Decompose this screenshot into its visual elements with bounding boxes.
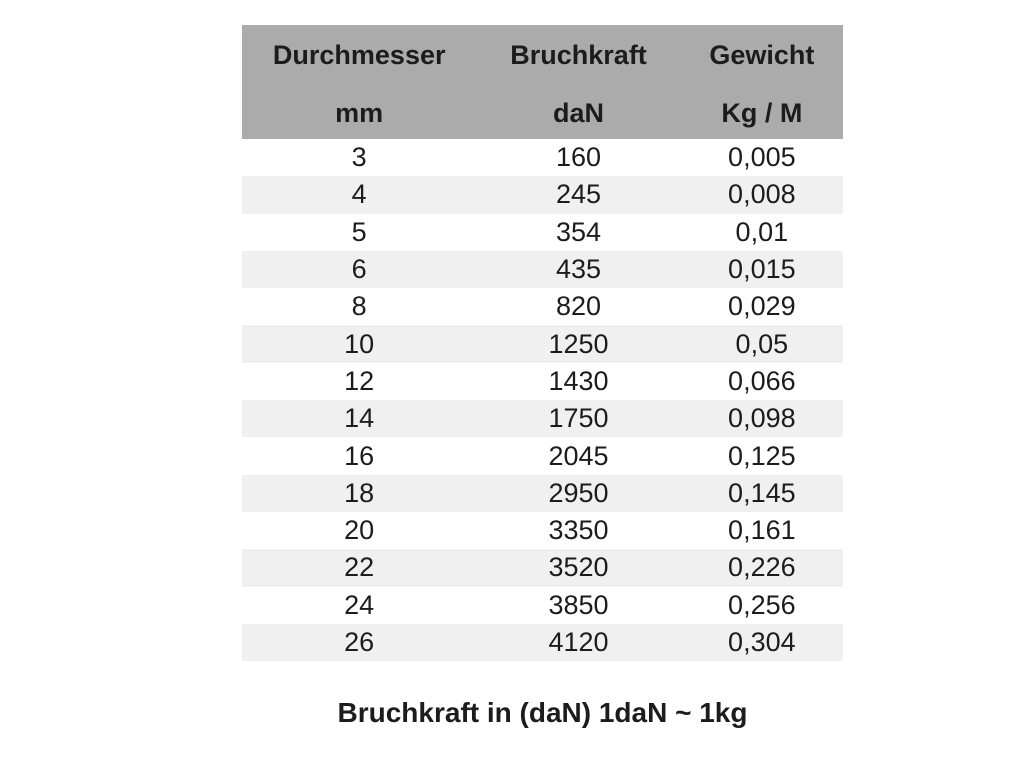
cell-durchmesser: 8 — [351, 291, 367, 322]
table-caption: Bruchkraft in (daN) 1daN ~ 1kg — [337, 697, 748, 728]
rope-spec-table: Durchmesser mm Bruchkraft daN Gewicht Kg… — [242, 25, 843, 662]
cell-bruchkraft: 3520 — [548, 552, 609, 583]
table-row: 16 2045 0,125 — [242, 437, 843, 474]
cell-durchmesser: 20 — [344, 515, 375, 546]
table-row: 5 354 0,01 — [242, 214, 843, 251]
cell-bruchkraft: 820 — [556, 291, 602, 322]
header-gewicht-label: Gewicht — [709, 40, 815, 70]
table-row: 14 1750 0,098 — [242, 400, 843, 438]
cell-durchmesser: 3 — [351, 142, 367, 173]
table-body: 3 160 0,005 4 245 0,008 5 354 0,01 6 435 0,015 8 820 0… — [242, 139, 843, 662]
cell-gewicht: 0,05 — [735, 328, 789, 359]
cell-durchmesser: 10 — [344, 328, 375, 359]
header-durchmesser-label: Durchmesser — [272, 40, 446, 70]
table-row: 6 435 0,015 — [242, 250, 843, 289]
table-row: 4 245 0,008 — [242, 176, 843, 214]
cell-durchmesser: 22 — [344, 552, 375, 583]
cell-gewicht: 0,015 — [728, 254, 796, 285]
table-row: 22 3520 0,226 — [242, 549, 843, 587]
cell-bruchkraft: 245 — [556, 179, 602, 210]
cell-durchmesser: 6 — [351, 254, 367, 285]
table-header: Durchmesser mm Bruchkraft daN Gewicht Kg… — [242, 25, 843, 139]
header-gewicht-unit: Kg / M — [721, 98, 803, 128]
header-gewicht: Gewicht Kg / M — [681, 40, 843, 128]
cell-bruchkraft: 3850 — [548, 589, 609, 620]
cell-durchmesser: 12 — [344, 365, 375, 396]
cell-gewicht: 0,304 — [728, 627, 796, 657]
cell-durchmesser: 26 — [344, 627, 375, 657]
cell-gewicht: 0,226 — [728, 552, 796, 583]
header-durchmesser: Durchmesser mm — [242, 40, 476, 128]
table-row: 3 160 0,005 — [242, 139, 843, 176]
table-row: 24 3850 0,256 — [242, 587, 843, 624]
cell-bruchkraft: 4120 — [548, 627, 609, 657]
header-bruchkraft: Bruchkraft daN — [476, 40, 680, 128]
cell-bruchkraft: 435 — [556, 254, 602, 285]
cell-durchmesser: 24 — [344, 589, 375, 620]
table-row: 10 1250 0,05 — [242, 325, 843, 363]
cell-bruchkraft: 1430 — [548, 365, 609, 396]
cell-durchmesser: 16 — [344, 440, 375, 471]
table-row: 18 2950 0,145 — [242, 474, 843, 512]
cell-bruchkraft: 2045 — [548, 440, 609, 471]
cell-gewicht: 0,161 — [728, 515, 796, 546]
header-bruchkraft-unit: daN — [553, 98, 605, 128]
table-row: 8 820 0,029 — [242, 288, 843, 325]
cell-gewicht: 0,008 — [728, 179, 796, 210]
cell-bruchkraft: 354 — [556, 216, 602, 247]
cell-gewicht: 0,01 — [735, 216, 789, 247]
cell-gewicht: 0,256 — [728, 589, 796, 620]
cell-gewicht: 0,029 — [728, 291, 796, 322]
header-durchmesser-unit: mm — [335, 98, 384, 128]
cell-bruchkraft: 1250 — [548, 328, 609, 359]
cell-gewicht: 0,098 — [728, 403, 796, 434]
cell-gewicht: 0,066 — [728, 365, 796, 396]
cell-bruchkraft: 160 — [556, 142, 602, 173]
cell-durchmesser: 4 — [351, 179, 367, 210]
cell-bruchkraft: 2950 — [548, 477, 609, 508]
cell-durchmesser: 14 — [344, 403, 375, 434]
cell-bruchkraft: 1750 — [548, 403, 609, 434]
cell-gewicht: 0,125 — [728, 440, 796, 471]
cell-gewicht: 0,005 — [728, 142, 796, 173]
header-bruchkraft-label: Bruchkraft — [510, 40, 647, 70]
table-row: 26 4120 0,304 — [242, 623, 843, 662]
cell-durchmesser: 18 — [344, 477, 375, 508]
cell-durchmesser: 5 — [351, 216, 367, 247]
table-row: 20 3350 0,161 — [242, 512, 843, 549]
cell-gewicht: 0,145 — [728, 477, 796, 508]
table-row: 12 1430 0,066 — [242, 363, 843, 400]
cell-bruchkraft: 3350 — [548, 515, 609, 546]
